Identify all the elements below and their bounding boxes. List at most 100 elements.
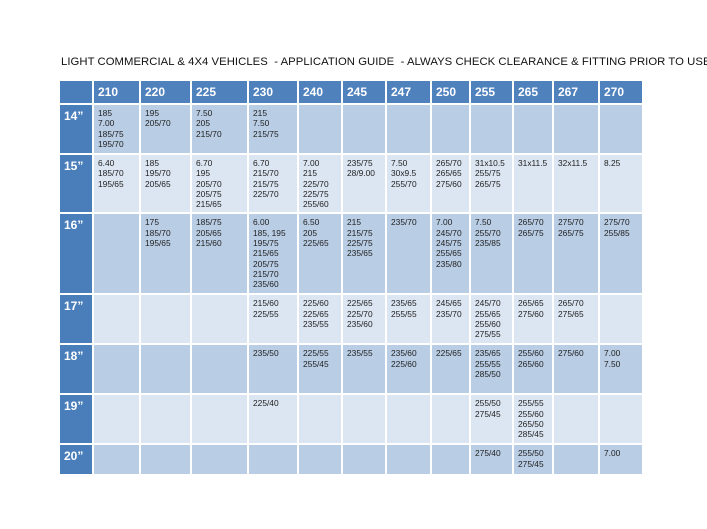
tyre-size: 225/60 (391, 358, 417, 369)
tyre-size-cell: 235/55 (341, 343, 387, 396)
tyre-size: 195/70 (145, 168, 171, 179)
tyre-size: 225/75 (303, 188, 329, 199)
tyre-size: 225/55 (303, 348, 329, 359)
tyre-size-cell: 7.50 255/70 235/85 (469, 212, 514, 296)
rim-size-label: 18” (58, 343, 94, 396)
tyre-size-cell (385, 393, 432, 446)
tyre-size-cell (190, 393, 249, 446)
tyre-size: 265/60 (518, 358, 544, 369)
tyre-size: 215/60 (253, 298, 279, 309)
tyre-size: 235/70 (436, 308, 462, 319)
column-header-210: 210 (92, 79, 141, 105)
tyre-size: 225/55 (253, 308, 279, 319)
tyre-size-cell: 6.50 205 225/65 (297, 212, 343, 296)
rim-size-label: 17” (58, 293, 94, 346)
tyre-size: 215 (347, 217, 361, 228)
tyre-size-cell: 31x10.5 255/75 265/75 (469, 152, 514, 215)
tyre-size: 205/70 (196, 178, 222, 189)
tyre-size: 215/75 (253, 128, 279, 139)
tyre-size-cell: 185/75 205/65 215/60 (190, 212, 249, 296)
tyre-size: 225/70 (347, 308, 373, 319)
column-header-230: 230 (247, 79, 299, 105)
tyre-size: 255/75 (475, 168, 501, 179)
tyre-size: 255/55 (475, 358, 501, 369)
tyre-size-cell (512, 103, 554, 155)
tyre-size-cell: 185 7.00 185/75 195/70 (92, 103, 141, 155)
tyre-size: 205/75 (196, 188, 222, 199)
tyre-size: 275/70 (604, 217, 630, 228)
tyre-size: 265/65 (436, 168, 462, 179)
tyre-size: 265/75 (518, 227, 544, 238)
tyre-size-cell (598, 393, 644, 446)
tyre-size: 185, 195 (253, 227, 286, 238)
tyre-size-cell (247, 443, 299, 477)
tyre-size: 235/75 (347, 158, 373, 168)
column-header-270: 270 (598, 79, 644, 105)
tyre-size-cell: 31x11.5 (512, 152, 554, 215)
tyre-size-cell: 6.40 185/70 195/65 (92, 152, 141, 215)
tyre-size: 255/70 (475, 227, 501, 238)
tyre-size-cell: 275/40 (469, 443, 514, 477)
tyre-size: 185 (145, 158, 159, 168)
tyre-size-cell: 265/70 265/75 (512, 212, 554, 296)
tyre-size: 6.50 (303, 217, 320, 228)
tyre-size: 265/70 (518, 217, 544, 228)
application-guide-table: 210 220 225 230 240 245 247 250 255 265 267 270 14”… (58, 79, 644, 477)
tyre-size-cell: 175 185/70 195/65 (139, 212, 192, 296)
tyre-size: 255/55 (391, 308, 417, 319)
tyre-size: 225/65 (347, 298, 373, 309)
tyre-size: 235/60 (347, 319, 373, 330)
tyre-size-cell (341, 103, 387, 155)
tyre-size-cell (469, 103, 514, 155)
tyre-size-cell (598, 103, 644, 155)
tyre-size: 31x10.5 (475, 158, 505, 168)
tyre-size: 235/65 (347, 248, 373, 259)
tyre-size-cell: 235/65 255/55 285/50 (469, 343, 514, 396)
tyre-size-cell: 7.00 7.50 (598, 343, 644, 396)
tyre-size: 195 (145, 108, 159, 118)
tyre-size: 31x11.5 (518, 158, 548, 168)
tyre-size: 7.00 (98, 118, 115, 129)
tyre-size-cell: 215 215/75 225/75 235/65 (341, 212, 387, 296)
tyre-size-cell: 225/60 225/65 235/55 (297, 293, 343, 346)
tyre-size-cell (552, 103, 600, 155)
tyre-size: 185/70 (98, 168, 124, 179)
tyre-size: 255/60 (303, 199, 329, 210)
tyre-size: 7.50 (253, 118, 270, 129)
tyre-size-cell (92, 212, 141, 296)
table-row: 19” 225/40 255/50 275/45 255/55 255/60 265/50 2… (58, 393, 644, 446)
tyre-size-cell: 215/60 225/55 (247, 293, 299, 346)
tyre-size: 215/70 (253, 168, 279, 179)
tyre-size: 255/55 (518, 398, 544, 409)
tyre-size-cell (139, 293, 192, 346)
tyre-size-cell (297, 103, 343, 155)
tyre-size: 215 (253, 108, 267, 118)
tyre-size-cell (430, 103, 471, 155)
tyre-size: 235/65 (475, 348, 501, 359)
tyre-size: 8.25 (604, 158, 621, 168)
tyre-size: 6.00 (253, 217, 270, 228)
table-row: 16” 175 185/70 195/65 185/75 205/65 215/60 6.00… (58, 212, 644, 296)
tyre-size-cell (92, 293, 141, 346)
tyre-size: 215/65 (253, 248, 279, 259)
tyre-size: 265/70 (558, 298, 584, 309)
tyre-size-cell (385, 443, 432, 477)
tyre-size-cell: 235/50 (247, 343, 299, 396)
tyre-size-cell: 265/70 275/65 (552, 293, 600, 346)
rim-size-label: 14” (58, 103, 94, 155)
tyre-size-cell (297, 443, 343, 477)
tyre-size-cell (598, 293, 644, 346)
table-row: 20” 275/40 255/50 275/45 7.00 (58, 443, 644, 477)
tyre-size: 225/60 (303, 298, 329, 309)
tyre-size: 255/60 (475, 319, 501, 330)
tyre-size-cell: 225/65 225/70 235/60 (341, 293, 387, 346)
tyre-size: 285/50 (475, 369, 501, 380)
tyre-size: 205/70 (145, 118, 171, 129)
tyre-size: 225/65 (303, 308, 329, 319)
tyre-size-cell: 255/60 265/60 (512, 343, 554, 396)
tyre-size: 255/85 (604, 227, 630, 238)
tyre-size: 225/65 (303, 238, 329, 249)
tyre-size: 7.00 (604, 448, 621, 459)
tyre-size-cell: 275/70 255/85 (598, 212, 644, 296)
tyre-size: 255/65 (475, 308, 501, 319)
